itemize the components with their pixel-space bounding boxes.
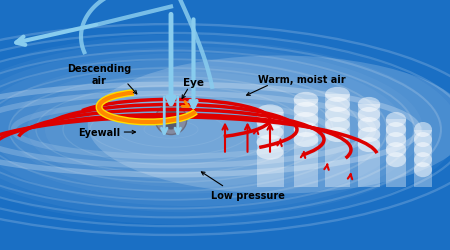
Ellipse shape [293,112,319,128]
Ellipse shape [162,110,180,130]
Ellipse shape [293,122,319,138]
Ellipse shape [358,138,380,152]
Ellipse shape [386,142,406,158]
Ellipse shape [256,125,284,140]
Text: Eyewall: Eyewall [78,128,120,138]
Ellipse shape [256,145,284,160]
Bar [386,120,406,188]
Ellipse shape [155,105,187,135]
Bar [414,130,432,188]
Ellipse shape [325,88,350,102]
Text: Low pressure: Low pressure [211,190,284,200]
Ellipse shape [358,98,380,112]
Ellipse shape [256,105,284,120]
Ellipse shape [358,128,380,142]
Ellipse shape [386,112,406,128]
Ellipse shape [88,56,450,194]
Ellipse shape [325,108,350,122]
Bar [294,100,319,188]
Ellipse shape [256,135,284,150]
Text: Descending
air: Descending air [67,64,131,86]
Ellipse shape [293,92,319,108]
Ellipse shape [358,108,380,122]
Ellipse shape [325,98,350,112]
Ellipse shape [293,102,319,118]
Ellipse shape [386,132,406,148]
Ellipse shape [414,122,432,138]
Ellipse shape [414,152,432,168]
Ellipse shape [256,115,284,130]
Text: Eye: Eye [183,78,204,88]
Bar [325,95,350,188]
Ellipse shape [386,152,406,168]
Ellipse shape [325,118,350,132]
Text: Warm, moist air: Warm, moist air [258,75,345,85]
Ellipse shape [325,128,350,142]
Ellipse shape [386,122,406,138]
Ellipse shape [358,118,380,132]
Ellipse shape [293,132,319,148]
Bar [358,105,380,188]
Ellipse shape [414,142,432,158]
Ellipse shape [414,132,432,148]
Ellipse shape [414,162,432,178]
Bar [256,112,284,188]
